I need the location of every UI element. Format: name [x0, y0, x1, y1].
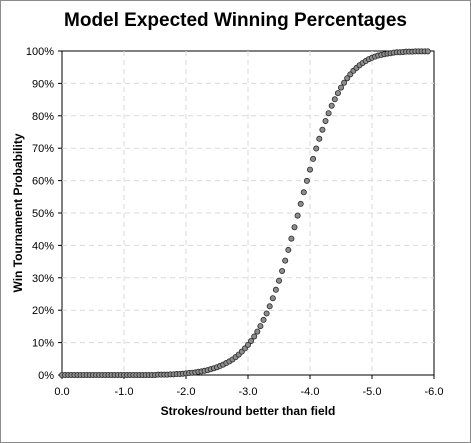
y-tick-label: 50% [32, 208, 54, 220]
x-tick-label: -1.0 [115, 386, 134, 398]
data-point [269, 295, 276, 302]
data-point [331, 96, 338, 103]
data-point [285, 246, 292, 253]
y-tick-label: 90% [32, 78, 54, 90]
data-point [306, 166, 313, 173]
data-point [248, 337, 255, 344]
data-point [341, 79, 348, 86]
y-tick-label: 0% [38, 370, 54, 382]
data-point [288, 235, 295, 242]
y-tick-label: 20% [32, 305, 54, 317]
data-point [244, 341, 251, 348]
data-point [344, 75, 351, 82]
grid-lines [62, 51, 434, 375]
chart-title: Model Expected Winning Percentages [64, 10, 407, 31]
data-point [260, 316, 267, 323]
data-point [291, 224, 298, 231]
x-tick-label: -3.0 [239, 386, 258, 398]
data-point [279, 267, 286, 274]
y-tick-label: 80% [32, 111, 54, 123]
data-point [424, 48, 431, 55]
data-point [272, 286, 279, 293]
x-tick-label: -2.0 [177, 386, 196, 398]
data-point [282, 257, 289, 264]
data-point [300, 189, 307, 196]
x-tick-label: -4.0 [301, 386, 320, 398]
data-point [257, 323, 264, 330]
data-point [337, 84, 344, 91]
y-axis-label: Win Tournament Probability [11, 133, 25, 293]
data-point [322, 117, 329, 124]
y-tick-label: 60% [32, 176, 54, 188]
data-point [303, 177, 310, 184]
data-point [316, 135, 323, 142]
data-point [254, 328, 261, 335]
data-point [297, 200, 304, 207]
data-point [266, 303, 273, 310]
y-tick-label: 100% [26, 46, 54, 58]
x-tick-label: 0.0 [54, 386, 69, 398]
data-point [328, 102, 335, 109]
x-tick-label: -6.0 [425, 386, 444, 398]
data-point [275, 277, 282, 284]
data-point [263, 310, 270, 317]
data-point [319, 126, 326, 133]
data-series [59, 48, 431, 378]
x-axis-label: Strokes/round better than field [160, 404, 336, 418]
x-tick-label: -5.0 [363, 386, 382, 398]
data-point [334, 90, 341, 97]
y-tick-label: 30% [32, 273, 54, 285]
data-point [251, 333, 258, 340]
axis-ticks: 0.0 -1.0 -2.0 -3.0 -4.0 -5.0 -6.0 0% 10% 20% 30% 40… [26, 46, 444, 398]
data-point [294, 212, 301, 219]
data-point [325, 110, 332, 117]
data-point [313, 145, 320, 152]
data-point [310, 155, 317, 162]
y-tick-label: 40% [32, 240, 54, 252]
y-tick-label: 10% [32, 338, 54, 350]
y-tick-label: 70% [32, 143, 54, 155]
